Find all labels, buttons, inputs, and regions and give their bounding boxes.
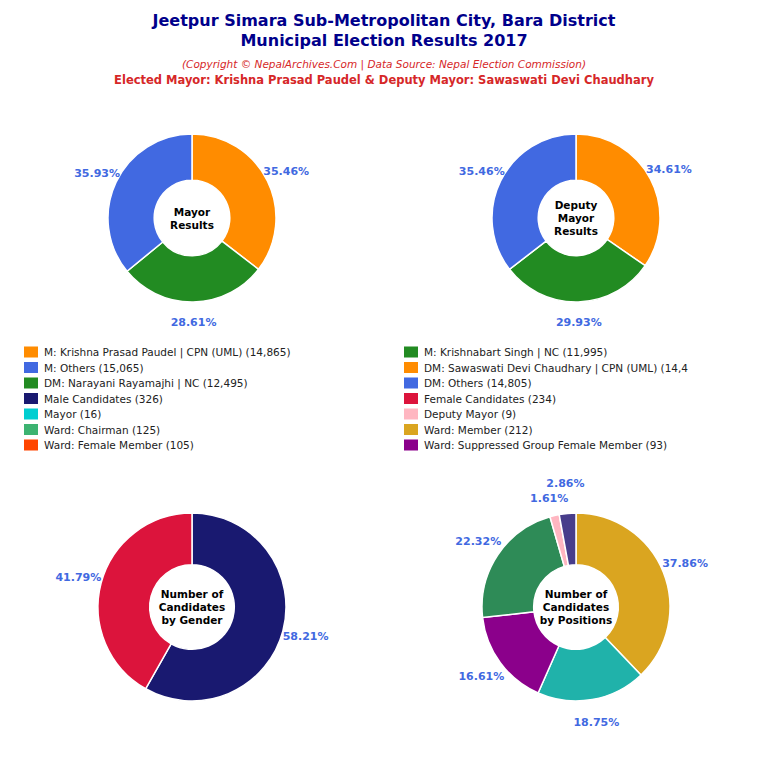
pie-center-label: by Gender xyxy=(161,614,223,626)
pie-chart xyxy=(482,513,670,701)
legend-label: Male Candidates (326) xyxy=(44,393,163,405)
pie-center-label: Deputy xyxy=(555,199,598,211)
subtitle: Elected Mayor: Krishna Prasad Paudel & D… xyxy=(114,73,654,87)
legend-label: Ward: Suppressed Group Female Member (93… xyxy=(424,439,667,451)
data-label: 28.61% xyxy=(171,316,217,329)
data-label: 29.93% xyxy=(556,316,602,329)
legend-label: Ward: Female Member (105) xyxy=(44,439,194,451)
legend-label: M: Krishna Prasad Paudel | CPN (UML) (14… xyxy=(44,346,291,359)
title: Jeetpur Simara Sub-Metropolitan City, Ba… xyxy=(152,11,616,30)
legend-label: M: Krishnabart Singh | NC (11,995) xyxy=(424,346,607,359)
data-label: 2.86% xyxy=(546,477,584,490)
data-label: 34.61% xyxy=(646,163,692,176)
pie-slice xyxy=(108,134,192,271)
legend-label: Ward: Member (212) xyxy=(424,424,533,436)
pie-center-label: Results xyxy=(554,225,598,237)
pie-slice xyxy=(192,134,276,269)
legend-swatch xyxy=(404,393,418,404)
pie-slice xyxy=(559,513,576,565)
legend-swatch xyxy=(24,362,38,373)
pie-center-label: Number of xyxy=(545,588,608,600)
legend-label: DM: Narayani Rayamajhi | NC (12,495) xyxy=(44,377,248,390)
legend-label: Female Candidates (234) xyxy=(424,393,556,405)
pie-chart xyxy=(108,134,276,302)
pie-chart xyxy=(492,134,660,302)
data-label: 41.79% xyxy=(55,571,101,584)
legend-swatch xyxy=(404,424,418,435)
legend-swatch xyxy=(404,440,418,451)
legend-swatch xyxy=(24,393,38,404)
pie-center-label: Candidates xyxy=(543,601,609,613)
pie-center-label: Mayor xyxy=(558,212,595,224)
pie-center-label: Candidates xyxy=(159,601,225,613)
legend-swatch xyxy=(24,409,38,420)
legend-swatch xyxy=(404,378,418,389)
pie-center-label: Number of xyxy=(161,588,224,600)
legend-swatch xyxy=(404,362,418,373)
legend-label: M: Others (15,065) xyxy=(44,362,144,374)
legend-label: DM: Others (14,805) xyxy=(424,377,532,389)
data-label: 35.93% xyxy=(74,167,120,180)
legend-swatch xyxy=(24,347,38,358)
data-label: 37.86% xyxy=(662,557,708,570)
data-label: 16.61% xyxy=(458,670,504,683)
data-label: 18.75% xyxy=(573,716,619,729)
legend-swatch xyxy=(404,409,418,420)
data-label: 35.46% xyxy=(263,165,309,178)
pie-center-label: Mayor xyxy=(174,206,211,218)
pie-chart xyxy=(98,513,286,701)
data-label: 35.46% xyxy=(459,165,505,178)
legend-label: Mayor (16) xyxy=(44,408,101,420)
legend-label: Ward: Chairman (125) xyxy=(44,424,160,436)
legend: M: Krishna Prasad Paudel | CPN (UML) (14… xyxy=(24,346,688,451)
subtitle: (Copyright © NepalArchives.Com | Data So… xyxy=(182,58,586,71)
legend-label: DM: Sawaswati Devi Chaudhary | CPN (UML)… xyxy=(424,362,688,375)
chart-figure: Jeetpur Simara Sub-Metropolitan City, Ba… xyxy=(0,0,768,768)
legend-swatch xyxy=(24,378,38,389)
pie-center-label: Results xyxy=(170,219,214,231)
pie-center-label: by Positions xyxy=(540,614,612,626)
legend-swatch xyxy=(24,440,38,451)
data-label: 58.21% xyxy=(283,630,329,643)
legend-label: Deputy Mayor (9) xyxy=(424,408,516,420)
legend-swatch xyxy=(24,424,38,435)
data-label: 1.61% xyxy=(530,492,568,505)
title: Municipal Election Results 2017 xyxy=(240,31,527,50)
legend-swatch xyxy=(404,347,418,358)
data-label: 22.32% xyxy=(455,535,501,548)
